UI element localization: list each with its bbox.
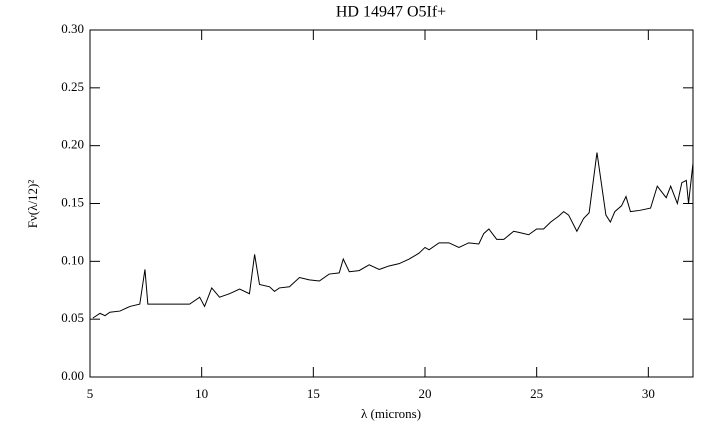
- plot-frame: [89, 29, 694, 378]
- y-tick-label: 0.15: [61, 194, 84, 209]
- y-tick-label: 0.30: [61, 21, 84, 36]
- y-tick-label: 0.05: [61, 310, 84, 325]
- y-tick-label: 0.25: [61, 79, 84, 94]
- y-axis-label: Fν(λ/12)²: [25, 180, 40, 229]
- x-axis-label: λ (microns): [361, 406, 421, 421]
- spectrum-line: [92, 152, 694, 319]
- y-tick-label: 0.20: [61, 137, 84, 152]
- y-tick-label: 0.10: [61, 252, 84, 267]
- chart-title: HD 14947 O5If+: [336, 4, 446, 21]
- x-tick-label: 30: [642, 386, 655, 401]
- x-tick-label: 25: [530, 386, 543, 401]
- x-tick-label: 10: [195, 386, 208, 401]
- y-tick-label: 0.00: [61, 368, 84, 383]
- x-tick-label: 5: [87, 386, 94, 401]
- x-tick-label: 15: [307, 386, 320, 401]
- x-tick-label: 20: [419, 386, 432, 401]
